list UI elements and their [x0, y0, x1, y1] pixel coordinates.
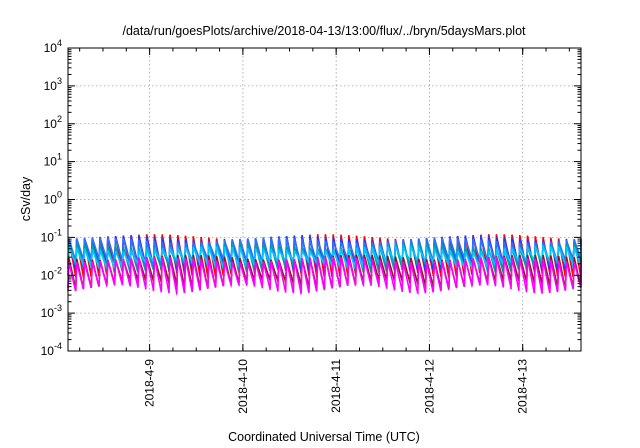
- y-tick-label: 103: [44, 76, 62, 93]
- x-tick-label: 2018-4-12: [422, 359, 436, 414]
- x-tick-labels: 2018-4-9 2018-4-10 2018-4-11 2018-4-12 2018-…: [143, 359, 530, 414]
- x-tick-label: 2018-4-10: [236, 359, 250, 414]
- y-tick-label: 100: [44, 190, 62, 207]
- x-axis-label: Coordinated Universal Time (UTC): [228, 430, 420, 444]
- y-tick-label: 101: [44, 152, 62, 169]
- series-line: [67, 257, 582, 296]
- y-tick-label: 10-1: [41, 227, 62, 244]
- x-tick-label: 2018-4-11: [329, 359, 343, 413]
- y-tick-label: 10-2: [41, 265, 62, 282]
- chart-title: /data/run/goesPlots/archive/2018-04-13/1…: [122, 24, 526, 38]
- y-tick-label: 10-4: [41, 341, 62, 358]
- y-tick-labels: 10-4 10-3 10-2 10-1 100 101 102 103 104: [41, 38, 62, 358]
- axis-ticks: [68, 47, 581, 352]
- y-tick-label: 104: [44, 38, 62, 55]
- y-axis-label: cSv/day: [19, 176, 33, 221]
- x-tick-label: 2018-4-9: [143, 359, 157, 407]
- data-series: [67, 234, 582, 296]
- y-tick-label: 10-3: [41, 303, 62, 320]
- y-tick-label: 102: [44, 114, 62, 131]
- x-tick-label: 2018-4-13: [516, 359, 530, 414]
- grid-lines: [68, 48, 581, 351]
